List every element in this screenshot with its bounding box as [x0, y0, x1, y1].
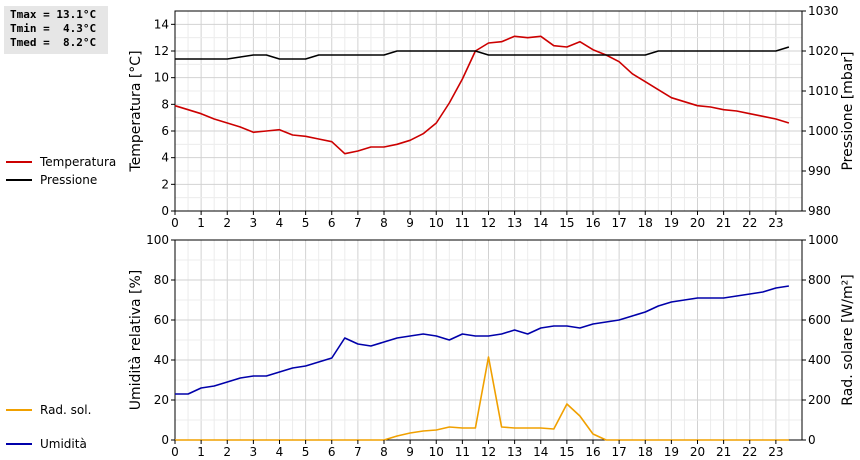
top-x-tick-label: 17	[611, 216, 626, 230]
bottom-x-tick-label: 18	[638, 445, 653, 459]
bottom-x-tick-label: 11	[455, 445, 470, 459]
bottom-x-tick-label: 16	[585, 445, 600, 459]
top-y-tick-label: 12	[154, 44, 169, 58]
stats-box: Tmax = 13.1°C Tmin = 4.3°C Tmed = 8.2°C	[4, 6, 108, 54]
legend-label-temperatura: Temperatura	[40, 155, 117, 169]
top-x-tick-label: 18	[638, 216, 653, 230]
top-x-tick-label: 8	[380, 216, 388, 230]
top-y-tick-label: 2	[161, 177, 169, 191]
bottom-y2-tick-label: 600	[808, 313, 831, 327]
top-x-tick-label: 4	[276, 216, 284, 230]
tmax-text: Tmax = 13.1°C	[10, 8, 97, 21]
legend-swatch-pressione	[6, 179, 32, 181]
bottom-x-tick-label: 0	[171, 445, 179, 459]
bottom-x-tick-label: 23	[768, 445, 783, 459]
legend-radsol: Rad. sol.	[6, 403, 91, 417]
bottom-series-line-0	[175, 285, 790, 395]
top-y2-tick-label: 1020	[808, 44, 839, 58]
top-y-tick-label: 8	[161, 97, 169, 111]
tmed-text: Tmed = 8.2°C	[10, 36, 97, 49]
bottom-x-tick-label: 19	[664, 445, 679, 459]
bottom-y2-tick-label: 0	[808, 433, 816, 447]
top-y-tick-label: 10	[154, 71, 169, 85]
legend-swatch-umidita	[6, 443, 32, 445]
top-y-tick-label: 6	[161, 124, 169, 138]
legend-swatch-temperatura	[6, 161, 32, 163]
bottom-x-tick-label: 13	[507, 445, 522, 459]
top-x-tick-label: 22	[742, 216, 757, 230]
legend-temperatura: Temperatura	[6, 155, 116, 169]
legend-label-umidita: Umidità	[40, 437, 87, 451]
bottom-x-tick-label: 5	[302, 445, 310, 459]
bottom-x-tick-label: 1	[197, 445, 205, 459]
legend-label-pressione: Pressione	[40, 173, 98, 187]
bottom-x-tick-label: 4	[276, 445, 284, 459]
top-x-tick-label: 6	[328, 216, 336, 230]
bottom-y-tick-label: 20	[154, 393, 169, 407]
bottom-x-tick-label: 12	[481, 445, 496, 459]
bottom-y2-axis-title: Rad. solare [W/m²]	[840, 274, 856, 405]
top-y2-tick-label: 1000	[808, 124, 839, 138]
top-y-tick-label: 4	[161, 151, 169, 165]
bottom-x-tick-label: 21	[716, 445, 731, 459]
top-y2-tick-label: 980	[808, 204, 831, 218]
top-y-axis-title: Temperatura [°C]	[128, 50, 144, 172]
top-x-tick-label: 5	[302, 216, 310, 230]
bottom-y-tick-label: 100	[146, 233, 169, 247]
top-x-tick-label: 7	[354, 216, 362, 230]
top-x-tick-label: 2	[223, 216, 231, 230]
top-x-tick-label: 23	[768, 216, 783, 230]
bottom-y2-tick-label: 1000	[808, 233, 839, 247]
bottom-x-tick-label: 6	[328, 445, 336, 459]
top-x-tick-label: 21	[716, 216, 731, 230]
top-y-tick-label: 0	[161, 204, 169, 218]
top-x-tick-label: 20	[690, 216, 705, 230]
tmin-text: Tmin = 4.3°C	[10, 22, 97, 35]
bottom-y-tick-label: 80	[154, 273, 169, 287]
top-y-tick-label: 14	[154, 17, 169, 31]
top-x-tick-label: 9	[406, 216, 414, 230]
bottom-y-axis-title: Umidità relativa [%]	[128, 270, 144, 411]
top-series-line-0	[174, 35, 790, 155]
top-x-tick-label: 3	[250, 216, 258, 230]
legend-swatch-radsol	[6, 409, 32, 411]
bottom-x-tick-label: 20	[690, 445, 705, 459]
bottom-x-tick-label: 22	[742, 445, 757, 459]
top-y2-tick-label: 990	[808, 164, 831, 178]
legend-label-radsol: Rad. sol.	[40, 403, 92, 417]
top-y2-tick-label: 1030	[808, 4, 839, 18]
bottom-x-tick-label: 7	[354, 445, 362, 459]
bottom-y-tick-label: 60	[154, 313, 169, 327]
legend-umidita: Umidità	[6, 437, 87, 451]
top-x-tick-label: 10	[429, 216, 444, 230]
bottom-x-tick-label: 17	[611, 445, 626, 459]
bottom-x-tick-label: 3	[250, 445, 258, 459]
bottom-x-tick-label: 10	[429, 445, 444, 459]
top-x-tick-label: 11	[455, 216, 470, 230]
top-x-tick-label: 16	[585, 216, 600, 230]
top-x-tick-label: 19	[664, 216, 679, 230]
bottom-x-tick-label: 2	[223, 445, 231, 459]
bottom-x-tick-label: 14	[533, 445, 548, 459]
top-x-tick-label: 0	[171, 216, 179, 230]
legend-pressione: Pressione	[6, 173, 97, 187]
top-x-tick-label: 15	[559, 216, 574, 230]
top-series-line-1	[175, 46, 790, 60]
top-y2-tick-label: 1010	[808, 84, 839, 98]
top-x-tick-label: 13	[507, 216, 522, 230]
top-x-tick-label: 12	[481, 216, 496, 230]
top-x-tick-label: 14	[533, 216, 548, 230]
bottom-y2-tick-label: 400	[808, 353, 831, 367]
bottom-series-line-1	[175, 356, 789, 441]
bottom-x-tick-label: 15	[559, 445, 574, 459]
bottom-x-tick-label: 9	[406, 445, 414, 459]
bottom-y-tick-label: 0	[161, 433, 169, 447]
top-y2-axis-title: Pressione [mbar]	[840, 51, 856, 170]
bottom-y-tick-label: 40	[154, 353, 169, 367]
bottom-y2-tick-label: 800	[808, 273, 831, 287]
bottom-y2-tick-label: 200	[808, 393, 831, 407]
top-x-tick-label: 1	[197, 216, 205, 230]
bottom-x-tick-label: 8	[380, 445, 388, 459]
